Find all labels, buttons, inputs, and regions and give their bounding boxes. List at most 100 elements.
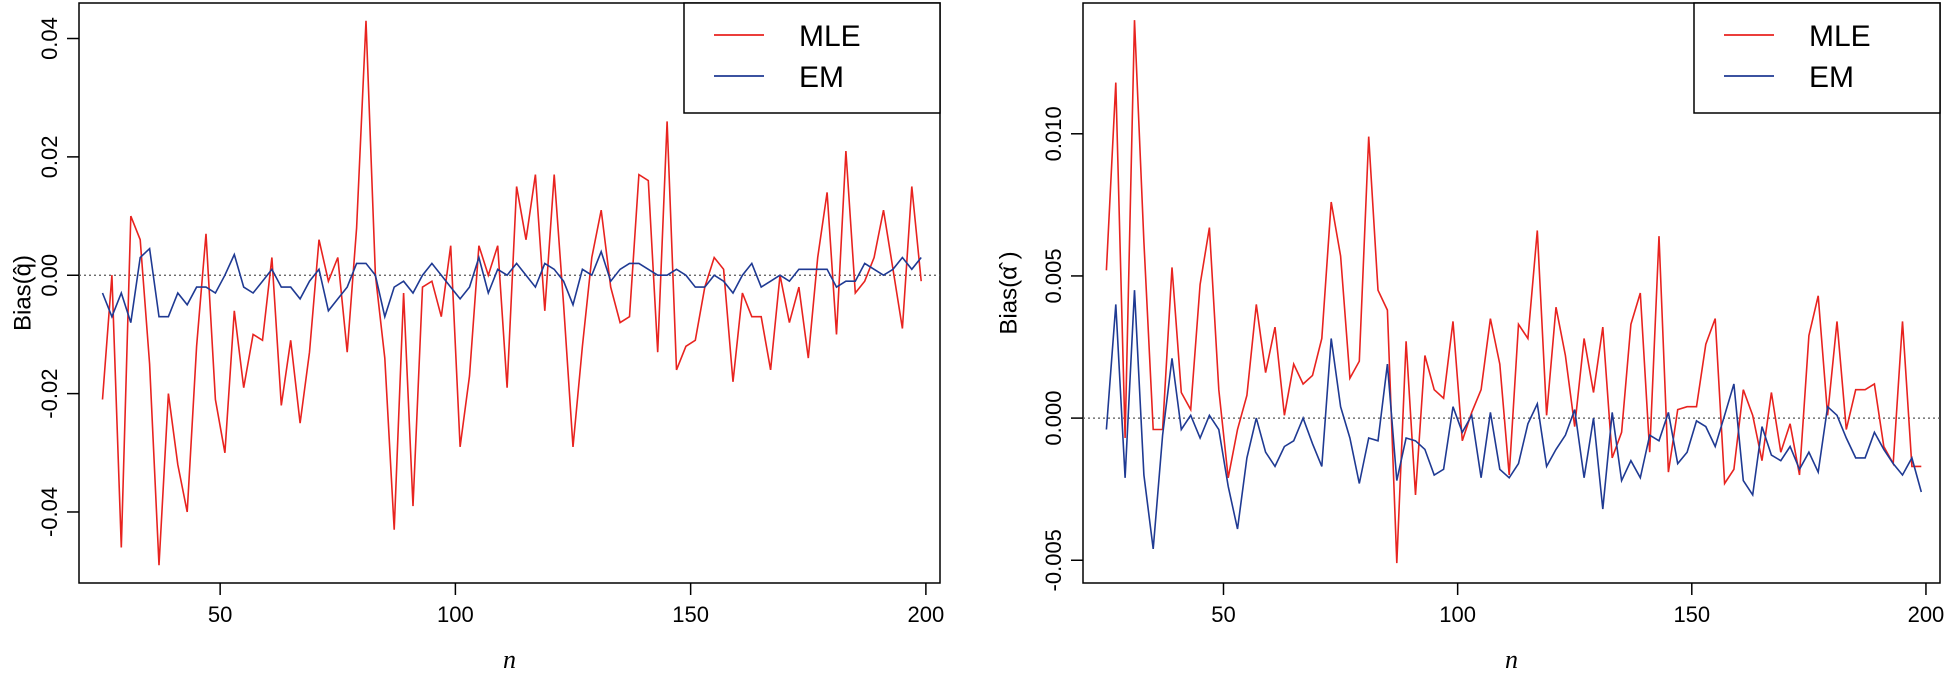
data-point-em	[1115, 304, 1117, 306]
data-point-mle	[1255, 304, 1257, 306]
data-point-mle	[1836, 321, 1838, 323]
data-point-mle	[478, 245, 480, 247]
data-point-mle	[1527, 338, 1529, 340]
data-point-em	[1658, 440, 1660, 442]
x-tick-label: 50	[1211, 602, 1235, 627]
data-point-mle	[1218, 389, 1220, 391]
data-point-em	[1190, 414, 1192, 416]
data-point-mle	[224, 452, 226, 454]
chart-2: 50 100 150 200 -0.005 0.000 0.005 0.010 Bias(α̂ …	[995, 2, 1944, 673]
y-tick-label: 0.04	[37, 17, 62, 60]
legend-box	[683, 2, 941, 114]
data-point-mle	[130, 215, 132, 217]
data-point-em	[1836, 414, 1838, 416]
series-line-mle	[1105, 20, 1922, 564]
data-point-mle	[1780, 451, 1782, 453]
data-point-em	[563, 280, 565, 282]
data-point-mle	[1190, 409, 1192, 411]
data-point-mle	[1405, 341, 1407, 343]
data-point-em	[1462, 432, 1464, 434]
data-point-mle	[807, 357, 809, 359]
data-point-mle	[855, 292, 857, 294]
data-point-mle	[563, 304, 565, 306]
plot-frame	[1082, 2, 1941, 584]
data-point-em	[186, 304, 188, 306]
data-point-em	[224, 274, 226, 276]
data-point-mle	[1480, 389, 1482, 391]
data-point-em	[572, 304, 574, 306]
data-point-em	[892, 269, 894, 271]
data-point-em	[1696, 420, 1698, 422]
data-point-mle	[1733, 468, 1735, 470]
x-axis-title: n	[503, 645, 516, 673]
y-axis-title: Bias(q̂)	[9, 255, 36, 331]
data-point-mle	[1583, 338, 1585, 340]
data-point-mle	[309, 351, 311, 353]
data-point-mle	[168, 393, 170, 395]
data-point-mle	[836, 334, 838, 336]
data-point-em	[1134, 289, 1136, 291]
data-point-mle	[873, 257, 875, 259]
data-point-em	[1686, 451, 1688, 453]
data-point-mle	[328, 280, 330, 282]
data-point-mle	[121, 547, 123, 549]
x-tick-label: 100	[437, 602, 474, 627]
data-point-em	[1387, 363, 1389, 365]
data-point-em	[1583, 477, 1585, 479]
data-point-em	[196, 286, 198, 288]
data-point-em	[1593, 417, 1595, 419]
data-point-mle	[403, 292, 405, 294]
data-point-mle	[1359, 360, 1361, 362]
y-tick-label: -0.02	[37, 369, 62, 419]
data-point-em	[1536, 403, 1538, 405]
data-point-em	[1677, 463, 1679, 465]
data-point-mle	[817, 257, 819, 259]
data-point-em	[798, 269, 800, 271]
data-point-em	[1218, 429, 1220, 431]
data-point-em	[1743, 480, 1745, 482]
series-line-mle	[101, 20, 922, 566]
y-tick-label: -0.04	[37, 487, 62, 537]
data-point-mle	[318, 239, 320, 241]
data-point-em	[440, 274, 442, 276]
data-point-mle	[1686, 406, 1688, 408]
data-point-em	[1817, 471, 1819, 473]
data-point-em	[1321, 466, 1323, 468]
data-point-mle	[751, 316, 753, 318]
data-point-mle	[1565, 355, 1567, 357]
data-point-em	[1433, 474, 1435, 476]
data-point-em	[1209, 414, 1211, 416]
data-point-em	[393, 286, 395, 288]
data-point-mle	[582, 345, 584, 347]
data-point-mle	[1920, 466, 1922, 468]
data-point-em	[685, 274, 687, 276]
data-point-mle	[1518, 323, 1520, 325]
data-point-mle	[290, 340, 292, 342]
legend: MLE EM	[683, 2, 941, 114]
data-point-em	[309, 280, 311, 282]
data-point-em	[139, 257, 141, 259]
legend-label-mle: MLE	[1809, 20, 1871, 53]
data-point-mle	[638, 174, 640, 176]
data-point-mle	[770, 369, 772, 371]
data-point-mle	[412, 505, 414, 507]
data-point-em	[158, 316, 160, 318]
data-point-mle	[1574, 426, 1576, 428]
data-point-mle	[139, 239, 141, 241]
data-point-em	[1761, 426, 1763, 428]
data-point-em	[1874, 432, 1876, 434]
y-tick-label: 0.02	[37, 135, 62, 178]
data-point-mle	[440, 316, 442, 318]
data-point-em	[1808, 451, 1810, 453]
data-point-em	[1602, 508, 1604, 510]
data-point-em	[1162, 434, 1164, 436]
data-point-mle	[1349, 377, 1351, 379]
data-point-em	[600, 251, 602, 253]
data-point-em	[902, 257, 904, 259]
data-point-mle	[535, 174, 537, 176]
data-point-mle	[1181, 392, 1183, 394]
data-point-mle	[1714, 318, 1716, 320]
data-point-em	[1490, 412, 1492, 414]
data-point-em	[1106, 429, 1108, 431]
data-point-mle	[1508, 474, 1510, 476]
